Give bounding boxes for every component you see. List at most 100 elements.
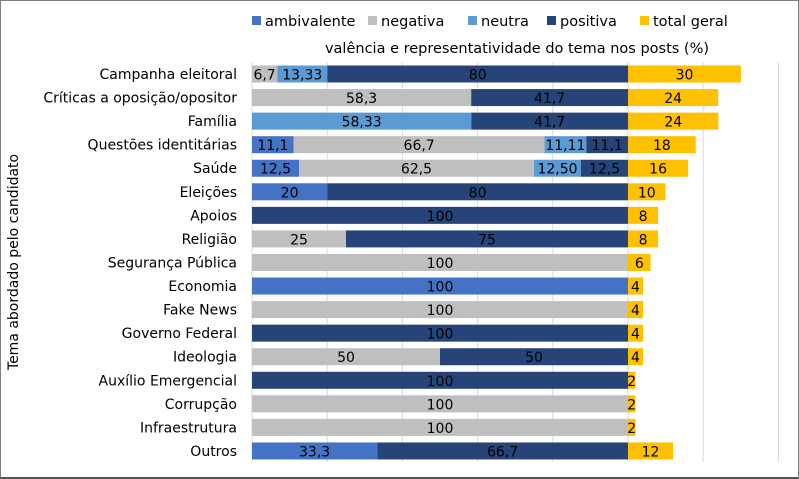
bar-segment-positiva bbox=[252, 371, 628, 389]
category-label: Governo Federal bbox=[122, 326, 237, 342]
bar-segment-negativa bbox=[252, 230, 346, 248]
data-label: 8 bbox=[639, 232, 648, 248]
data-label: 58,3 bbox=[346, 91, 377, 107]
category-labels: Campanha eleitoral Críticas a oposição/op… bbox=[43, 67, 237, 460]
data-label: 62,5 bbox=[401, 162, 432, 178]
data-label: 66,7 bbox=[487, 444, 518, 460]
bar-segment-positiva bbox=[252, 206, 628, 224]
bar-segment-negativa bbox=[252, 395, 628, 413]
category-label: Críticas a oposição/opositor bbox=[43, 91, 237, 107]
bar-segment-positiva bbox=[471, 112, 629, 130]
data-label: 33,3 bbox=[299, 444, 330, 460]
bar-segment-negativa bbox=[252, 348, 440, 366]
data-label: 100 bbox=[427, 374, 454, 390]
data-label: 11,1 bbox=[592, 138, 623, 154]
data-label: 12,50 bbox=[537, 162, 577, 178]
data-label: 4 bbox=[631, 350, 640, 366]
category-label: Eleições bbox=[180, 185, 237, 201]
bar-segment-ambivalente bbox=[252, 136, 294, 154]
data-label: 80 bbox=[469, 185, 487, 201]
data-label: 25 bbox=[290, 232, 308, 248]
category-label: Outros bbox=[190, 444, 237, 460]
data-label: 6,7 bbox=[253, 68, 275, 84]
data-label: 12,5 bbox=[260, 162, 291, 178]
data-label: 30 bbox=[676, 68, 694, 84]
data-label: 4 bbox=[631, 327, 640, 343]
category-label: Infraestrutura bbox=[140, 420, 237, 436]
data-label: 100 bbox=[427, 209, 454, 225]
category-label: Questões identitárias bbox=[88, 138, 237, 154]
data-label: 18 bbox=[653, 138, 671, 154]
bar-segment-total-geral bbox=[628, 253, 651, 271]
data-label: 100 bbox=[427, 256, 454, 272]
data-label: 4 bbox=[631, 280, 640, 296]
category-label: Auxílio Emergencial bbox=[99, 373, 237, 389]
bar-segment-negativa bbox=[293, 136, 545, 154]
bar-segment-negativa bbox=[252, 418, 628, 436]
data-label: 11,1 bbox=[257, 138, 288, 154]
category-label: Fake News bbox=[163, 303, 237, 319]
bar-segment-positiva bbox=[581, 159, 628, 177]
data-label: 100 bbox=[427, 421, 454, 437]
data-label: 66,7 bbox=[404, 138, 435, 154]
category-label: Economia bbox=[168, 279, 237, 295]
bar-segment-neutra bbox=[544, 136, 587, 154]
legend-swatch bbox=[547, 16, 556, 25]
data-label: 100 bbox=[427, 327, 454, 343]
data-label: 41,7 bbox=[534, 91, 565, 107]
bar-segment-positiva bbox=[440, 348, 628, 366]
data-label: 50 bbox=[525, 350, 543, 366]
bar-segment-total-geral bbox=[628, 418, 636, 436]
data-label: 6 bbox=[635, 256, 644, 272]
bar-segment-total-geral bbox=[628, 136, 696, 154]
category-label: Saúde bbox=[193, 161, 237, 177]
data-label: 75 bbox=[478, 232, 496, 248]
data-label: 2 bbox=[627, 397, 636, 413]
category-label: Religião bbox=[182, 232, 237, 248]
bar-segment-ambivalente bbox=[252, 277, 628, 295]
category-label: Ideologia bbox=[173, 350, 237, 366]
legend: ambivalente negativa neutra positiva total g… bbox=[252, 14, 728, 30]
data-label: 4 bbox=[631, 303, 640, 319]
data-label: 8 bbox=[639, 209, 648, 225]
data-label: 80 bbox=[469, 68, 487, 84]
data-label: 10 bbox=[638, 185, 656, 201]
legend-label: neutra bbox=[481, 14, 529, 30]
bar-segment-negativa bbox=[252, 301, 628, 319]
legend-swatch bbox=[368, 16, 377, 25]
bar-segment-total-geral bbox=[628, 324, 644, 342]
bar-segment-negativa bbox=[252, 253, 628, 271]
legend-label: ambivalente bbox=[265, 14, 356, 30]
chart-title: valência e representatividade do tema no… bbox=[325, 41, 709, 57]
bar-segment-total-geral bbox=[628, 301, 644, 319]
bar-segment-total-geral bbox=[628, 371, 636, 389]
bar-segment-total-geral bbox=[628, 112, 719, 130]
bar-segment-total-geral bbox=[628, 89, 719, 107]
legend-swatch bbox=[468, 16, 477, 25]
bar-segment-total-geral bbox=[628, 348, 644, 366]
bar-segment-ambivalente bbox=[252, 159, 299, 177]
data-label: 100 bbox=[427, 397, 454, 413]
legend-swatch bbox=[640, 16, 649, 25]
data-label: 12,5 bbox=[589, 162, 620, 178]
data-label: 100 bbox=[427, 303, 454, 319]
bar-segment-positiva bbox=[586, 136, 629, 154]
category-label: Segurança Pública bbox=[108, 255, 237, 271]
data-label: 24 bbox=[664, 115, 682, 131]
data-label: 2 bbox=[627, 374, 636, 390]
bar-segment-total-geral bbox=[628, 183, 666, 201]
bar-segment-neutra bbox=[534, 159, 581, 177]
bar-segment-ambivalente bbox=[252, 183, 328, 201]
bar-segment-positiva bbox=[327, 65, 629, 83]
data-label: 12 bbox=[642, 444, 660, 460]
bar-segment-neutra bbox=[277, 65, 328, 83]
data-label: 11,11 bbox=[545, 138, 585, 154]
legend-label: total geral bbox=[653, 14, 728, 30]
bar-segment-negativa bbox=[252, 65, 278, 83]
bar-segment-negativa bbox=[252, 89, 472, 107]
bar-segment-positiva bbox=[377, 442, 628, 460]
bar-segment-total-geral bbox=[628, 442, 674, 460]
data-label: 13,33 bbox=[282, 68, 322, 84]
category-label: Apoios bbox=[190, 208, 237, 224]
